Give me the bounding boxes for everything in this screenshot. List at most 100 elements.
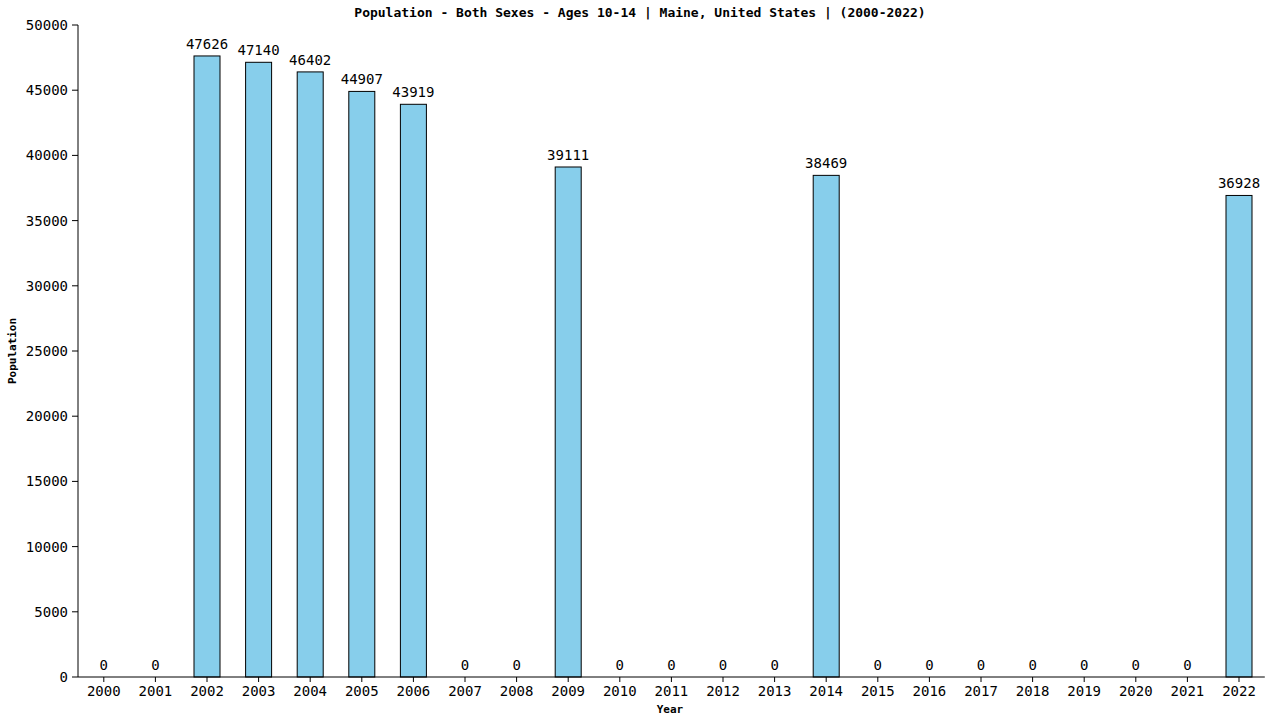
x-tick xyxy=(103,677,104,682)
data-label: 39111 xyxy=(547,147,589,163)
bar xyxy=(297,72,323,677)
x-tick-label: 2014 xyxy=(809,683,843,699)
y-tick xyxy=(72,677,78,678)
bar xyxy=(555,167,581,677)
data-label: 36928 xyxy=(1218,175,1260,191)
data-label: 47140 xyxy=(238,42,280,58)
y-tick xyxy=(72,351,78,352)
x-tick xyxy=(981,677,982,682)
x-tick xyxy=(723,677,724,682)
data-label: 44907 xyxy=(341,71,383,87)
x-tick xyxy=(310,677,311,682)
data-label: 38469 xyxy=(805,155,847,171)
x-tick-label: 2013 xyxy=(758,683,792,699)
data-label: 47626 xyxy=(186,36,228,52)
y-tick-label: 15000 xyxy=(26,473,68,489)
data-label: 0 xyxy=(977,657,985,673)
bar xyxy=(194,56,220,677)
x-tick xyxy=(774,677,775,682)
y-tick xyxy=(72,481,78,482)
data-label: 0 xyxy=(1080,657,1088,673)
x-tick-label: 2012 xyxy=(706,683,740,699)
x-tick xyxy=(258,677,259,682)
y-tick-label: 50000 xyxy=(26,17,68,33)
data-label: 0 xyxy=(461,657,469,673)
x-tick-label: 2001 xyxy=(139,683,173,699)
x-tick xyxy=(413,677,414,682)
bar xyxy=(349,91,375,677)
y-tick-label: 45000 xyxy=(26,82,68,98)
x-tick xyxy=(465,677,466,682)
data-label: 0 xyxy=(925,657,933,673)
y-axis-label: Population xyxy=(6,318,19,384)
x-tick-label: 2018 xyxy=(1016,683,1050,699)
x-tick-label: 2004 xyxy=(293,683,327,699)
data-label: 0 xyxy=(1028,657,1036,673)
data-label: 43919 xyxy=(392,84,434,100)
y-tick-label: 20000 xyxy=(26,408,68,424)
y-tick-label: 10000 xyxy=(26,539,68,555)
chart: Population - Both Sexes - Ages 10-14 | M… xyxy=(0,0,1280,720)
data-label: 0 xyxy=(512,657,520,673)
y-tick xyxy=(72,220,78,221)
x-tick-label: 2011 xyxy=(655,683,689,699)
x-tick xyxy=(1135,677,1136,682)
x-tick-label: 2020 xyxy=(1119,683,1153,699)
x-tick xyxy=(516,677,517,682)
data-label: 0 xyxy=(719,657,727,673)
x-tick-label: 2007 xyxy=(448,683,482,699)
x-tick-label: 2019 xyxy=(1067,683,1101,699)
data-label: 0 xyxy=(1183,657,1191,673)
x-tick xyxy=(1187,677,1188,682)
y-tick-label: 35000 xyxy=(26,213,68,229)
x-tick-label: 2005 xyxy=(345,683,379,699)
x-tick-label: 2000 xyxy=(87,683,121,699)
x-tick-label: 2022 xyxy=(1222,683,1256,699)
x-tick xyxy=(1084,677,1085,682)
y-tick xyxy=(72,546,78,547)
x-tick xyxy=(361,677,362,682)
y-axis xyxy=(78,25,79,677)
x-tick xyxy=(207,677,208,682)
y-tick xyxy=(72,90,78,91)
data-label: 0 xyxy=(616,657,624,673)
bar xyxy=(1226,195,1252,677)
y-tick xyxy=(72,416,78,417)
y-tick-label: 25000 xyxy=(26,343,68,359)
bar xyxy=(400,104,426,677)
x-tick xyxy=(877,677,878,682)
x-tick-label: 2009 xyxy=(551,683,585,699)
y-tick xyxy=(72,611,78,612)
data-label: 0 xyxy=(100,657,108,673)
bars xyxy=(194,56,1252,677)
bar xyxy=(813,175,839,677)
x-tick xyxy=(826,677,827,682)
x-tick xyxy=(568,677,569,682)
x-tick xyxy=(619,677,620,682)
x-tick xyxy=(671,677,672,682)
x-tick-label: 2006 xyxy=(397,683,431,699)
data-label: 0 xyxy=(770,657,778,673)
data-label: 0 xyxy=(151,657,159,673)
x-tick-label: 2017 xyxy=(964,683,998,699)
x-tick xyxy=(1032,677,1033,682)
x-tick xyxy=(1239,677,1240,682)
x-tick xyxy=(155,677,156,682)
y-tick xyxy=(72,25,78,26)
data-label: 46402 xyxy=(289,52,331,68)
y-tick-label: 40000 xyxy=(26,147,68,163)
x-tick-label: 2015 xyxy=(861,683,895,699)
x-tick-label: 2008 xyxy=(500,683,534,699)
x-tick xyxy=(929,677,930,682)
y-tick xyxy=(72,155,78,156)
y-tick-label: 30000 xyxy=(26,278,68,294)
data-label: 0 xyxy=(874,657,882,673)
x-axis-label: Year xyxy=(657,703,684,716)
bar xyxy=(246,62,272,677)
x-tick-label: 2021 xyxy=(1171,683,1205,699)
y-tick-label: 0 xyxy=(60,669,68,685)
x-tick-label: 2003 xyxy=(242,683,276,699)
data-label: 0 xyxy=(1132,657,1140,673)
y-tick-label: 5000 xyxy=(34,604,68,620)
x-tick-label: 2010 xyxy=(603,683,637,699)
